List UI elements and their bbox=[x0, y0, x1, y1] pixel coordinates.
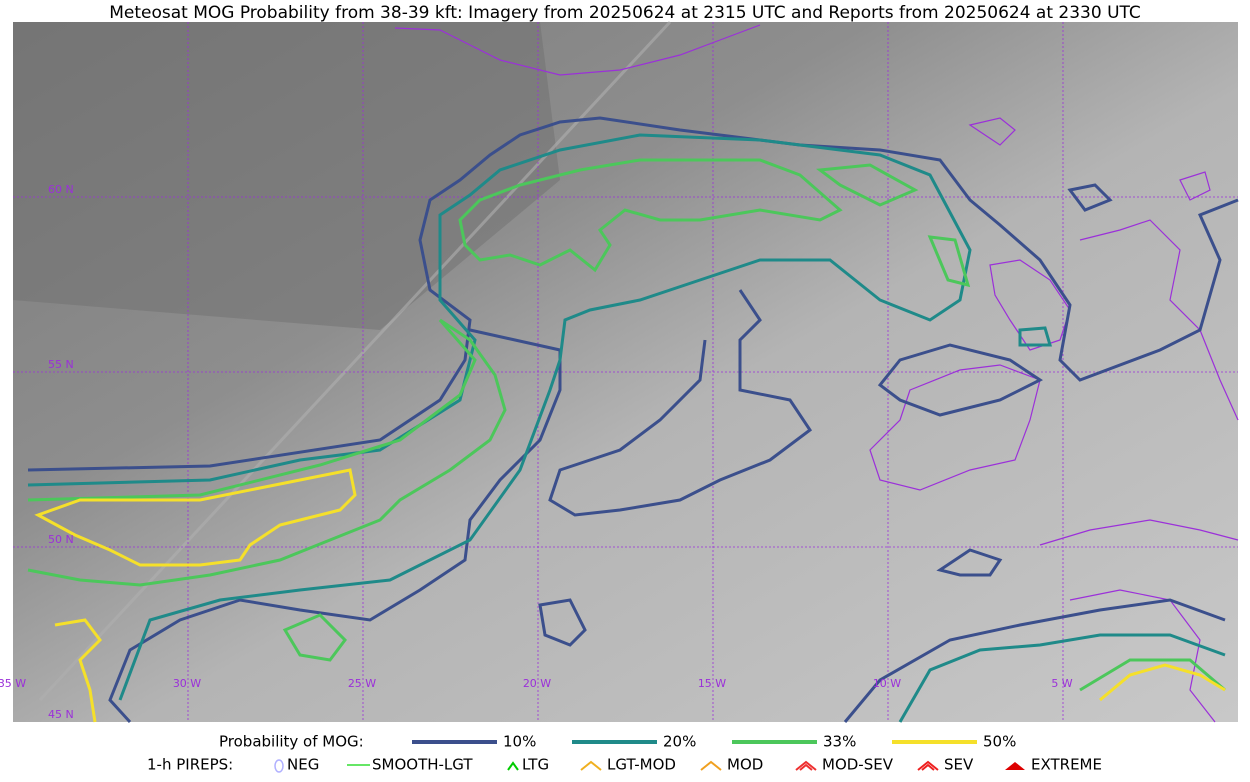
latitude-labels: 60 N 55 N 50 N 45 N bbox=[48, 183, 74, 721]
contour-10 bbox=[843, 598, 1226, 723]
contour-33 bbox=[1079, 658, 1226, 692]
contour-33 bbox=[27, 318, 507, 587]
legend-entry: 50% bbox=[983, 733, 1016, 751]
contour-20 bbox=[898, 633, 1226, 723]
contours bbox=[27, 116, 1239, 724]
legend-swatch bbox=[917, 760, 939, 771]
contour-10 bbox=[877, 343, 1043, 417]
legend-entry: EXTREME bbox=[1031, 756, 1102, 774]
contour-33 bbox=[927, 235, 971, 288]
title: Meteosat MOG Probability from 38-39 kft:… bbox=[109, 3, 1141, 23]
latitude-label: 50 N bbox=[48, 533, 74, 546]
latitude-label: 55 N bbox=[48, 358, 74, 371]
legend-swatch bbox=[795, 760, 817, 771]
coastline bbox=[968, 117, 1016, 146]
longitude-label: 20 W bbox=[523, 677, 551, 690]
coastline bbox=[1039, 519, 1239, 546]
coastline bbox=[1079, 219, 1239, 421]
legend-label: 1-h PIREPS: bbox=[147, 756, 233, 774]
contour-33 bbox=[816, 163, 919, 207]
contour-10 bbox=[936, 548, 1003, 577]
legend-entry: 33% bbox=[823, 733, 856, 751]
legend-entry: NEG bbox=[287, 756, 319, 774]
legend-entry: SEV bbox=[944, 756, 974, 774]
legend-entry: LGT-MOD bbox=[607, 756, 676, 774]
latitude-label: 60 N bbox=[48, 183, 74, 196]
legend-entry: 10% bbox=[503, 733, 536, 751]
longitude-label: 25 W bbox=[348, 677, 376, 690]
coastline bbox=[869, 364, 1041, 491]
legend-entry: SMOOTH-LGT bbox=[372, 756, 473, 774]
legend-swatch bbox=[580, 760, 602, 771]
coastline bbox=[1069, 589, 1216, 723]
graticule bbox=[13, 22, 1238, 722]
legend-label: Probability of MOG: bbox=[219, 733, 364, 751]
contour-10 bbox=[548, 289, 813, 517]
coastlines bbox=[394, 24, 1239, 723]
legend-swatch bbox=[507, 761, 519, 771]
legend-entry: 20% bbox=[663, 733, 696, 751]
contour-20 bbox=[27, 133, 972, 701]
contrail bbox=[38, 20, 672, 702]
contour-10 bbox=[1067, 183, 1113, 212]
contour-10 bbox=[538, 598, 587, 647]
longitude-label: 5 W bbox=[1051, 677, 1072, 690]
contour-50 bbox=[1099, 663, 1226, 702]
latitude-label: 45 N bbox=[48, 708, 74, 721]
longitude-label: 30 W bbox=[173, 677, 201, 690]
legend-entry: LTG bbox=[522, 756, 549, 774]
legend-swatch bbox=[700, 760, 722, 771]
longitude-label: 15 W bbox=[698, 677, 726, 690]
contour-20 bbox=[1018, 326, 1053, 347]
legend-swatch bbox=[1005, 762, 1025, 770]
coastline bbox=[989, 259, 1071, 351]
coastline bbox=[1179, 171, 1211, 201]
coastline bbox=[394, 24, 761, 76]
map: 60 N 55 N 50 N 45 N 35 W 30 W 25 W 20 W 15 W 10 … bbox=[0, 20, 1239, 724]
legend: Probability of MOG: 1-h PIREPS: 10% 20% 33… bbox=[147, 733, 1102, 774]
legend-entry: MOD-SEV bbox=[822, 756, 894, 774]
contour-33 bbox=[282, 613, 347, 662]
contour-50 bbox=[54, 618, 102, 723]
longitude-label: 10 W bbox=[873, 677, 901, 690]
contour-50 bbox=[34, 468, 357, 567]
contour-10 bbox=[108, 328, 562, 724]
longitude-label: 35 W bbox=[0, 677, 26, 690]
contour-33 bbox=[458, 158, 843, 273]
longitude-labels: 35 W 30 W 25 W 20 W 15 W 10 W 5 W bbox=[0, 677, 1073, 690]
legend-swatch bbox=[274, 759, 284, 773]
legend-entry: MOD bbox=[727, 756, 763, 774]
